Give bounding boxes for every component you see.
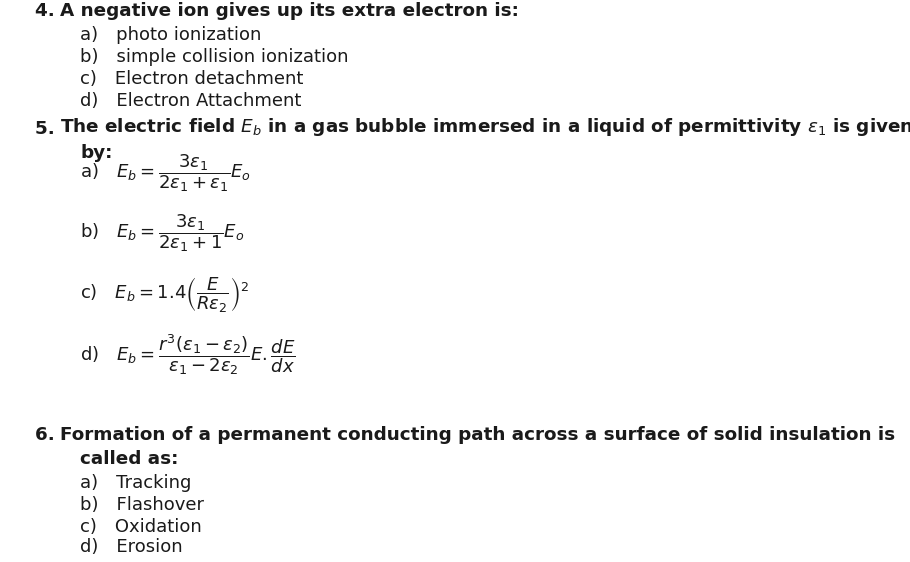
Text: b) $E_b = \dfrac{3\varepsilon_1}{2\varepsilon_1+1}E_o$: b) $E_b = \dfrac{3\varepsilon_1}{2\varep… bbox=[80, 212, 245, 254]
Text: 4.: 4. bbox=[35, 2, 73, 20]
Text: a) Tracking: a) Tracking bbox=[80, 474, 191, 492]
Text: c) Electron detachment: c) Electron detachment bbox=[80, 70, 303, 88]
Text: c) Oxidation: c) Oxidation bbox=[80, 518, 202, 536]
Text: A negative ion gives up its extra electron is:: A negative ion gives up its extra electr… bbox=[60, 2, 519, 20]
Text: by:: by: bbox=[80, 144, 112, 162]
Text: c) $E_b = 1.4\left(\dfrac{E}{R\varepsilon_2}\right)^2$: c) $E_b = 1.4\left(\dfrac{E}{R\varepsilo… bbox=[80, 275, 248, 314]
Text: b) Flashover: b) Flashover bbox=[80, 496, 204, 514]
Text: b) simple collision ionization: b) simple collision ionization bbox=[80, 48, 349, 66]
Text: called as:: called as: bbox=[80, 450, 178, 468]
Text: a) $E_b = \dfrac{3\varepsilon_1}{2\varepsilon_1+\varepsilon_1}E_o$: a) $E_b = \dfrac{3\varepsilon_1}{2\varep… bbox=[80, 152, 251, 194]
Text: d) $E_b = \dfrac{r^3(\varepsilon_1-\varepsilon_2)}{\varepsilon_1-2\varepsilon_2}: d) $E_b = \dfrac{r^3(\varepsilon_1-\vare… bbox=[80, 332, 296, 377]
Text: d) Electron Attachment: d) Electron Attachment bbox=[80, 92, 301, 110]
Text: 6.: 6. bbox=[35, 426, 73, 444]
Text: a) photo ionization: a) photo ionization bbox=[80, 26, 261, 44]
Text: Formation of a permanent conducting path across a surface of solid insulation is: Formation of a permanent conducting path… bbox=[60, 426, 895, 444]
Text: d) Erosion: d) Erosion bbox=[80, 538, 183, 556]
Text: 5.: 5. bbox=[35, 120, 73, 138]
Text: The electric field $E_b$ in a gas bubble immersed in a liquid of permittivity $\: The electric field $E_b$ in a gas bubble… bbox=[60, 116, 910, 138]
